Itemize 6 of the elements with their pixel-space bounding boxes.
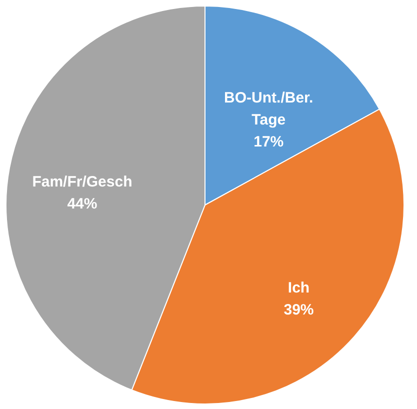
slice-label: Ich: [288, 280, 310, 297]
slice-label: Fam/Fr/Gesch: [32, 174, 132, 191]
slice-label: BO-Unt./Ber. Tage: [224, 89, 314, 128]
data-label: 17%: [254, 133, 284, 150]
data-label: 39%: [284, 302, 314, 319]
data-label: 44%: [67, 196, 98, 213]
